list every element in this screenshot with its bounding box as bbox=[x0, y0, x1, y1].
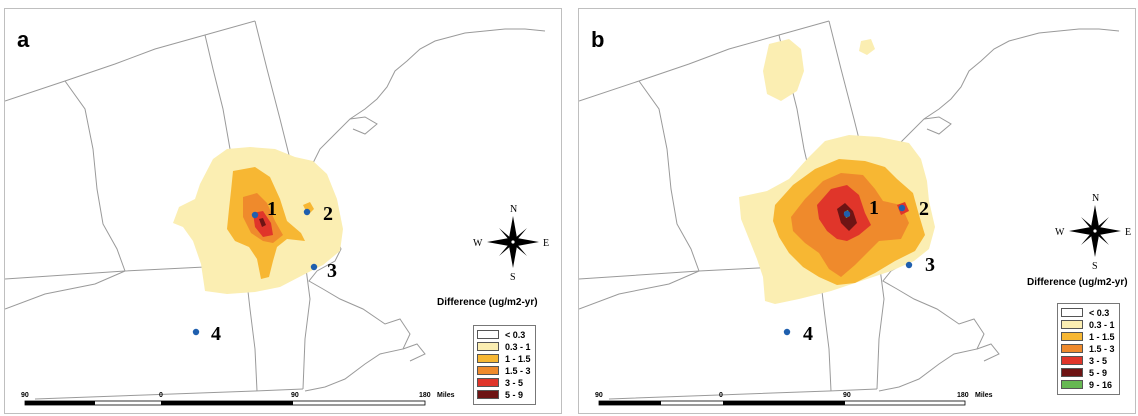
compass-s: S bbox=[510, 272, 516, 283]
legend-swatch bbox=[1061, 332, 1083, 341]
legend-label: 1.5 - 3 bbox=[1089, 343, 1115, 354]
legend-swatch bbox=[477, 330, 499, 339]
compass-n: N bbox=[1092, 193, 1099, 204]
site-labels-b: 1 2 3 4 bbox=[803, 197, 935, 345]
legend-label: < 0.3 bbox=[505, 329, 526, 340]
scale-tick-label: 180 bbox=[419, 392, 431, 399]
legend-a: < 0.3 0.3 - 1 1 - 1.5 1.5 - 3 3 - 5 5 - … bbox=[473, 325, 536, 405]
scale-unit: Miles bbox=[975, 392, 993, 399]
legend-item: 3 - 5 bbox=[477, 377, 531, 388]
site-label-4: 4 bbox=[803, 323, 813, 345]
compass-w: W bbox=[1055, 227, 1065, 238]
compass-e: E bbox=[543, 238, 549, 249]
legend-label: 5 - 9 bbox=[505, 389, 524, 400]
site-markers-a bbox=[192, 208, 318, 336]
site-label-1: 1 bbox=[869, 197, 879, 219]
legend-item: < 0.3 bbox=[477, 329, 531, 340]
legend-item: 1 - 1.5 bbox=[1061, 331, 1115, 342]
legend-item: 1.5 - 3 bbox=[477, 365, 531, 376]
site-marker-3[interactable] bbox=[905, 261, 913, 269]
legend-label: 0.3 - 1 bbox=[1089, 319, 1115, 330]
site-marker-1[interactable] bbox=[843, 210, 851, 218]
legend-item: 5 - 9 bbox=[1061, 367, 1115, 378]
class-0_3-1-area-2 bbox=[859, 39, 875, 55]
compass-n: N bbox=[510, 204, 517, 215]
legend-title-a: Difference (ug/m2-yr) bbox=[437, 297, 538, 308]
legend-item: 1 - 1.5 bbox=[477, 353, 531, 364]
scale-tick-label: 90 bbox=[595, 392, 603, 399]
legend-swatch bbox=[1061, 344, 1083, 353]
map-canvas-b: 1 2 3 4 N S E W 90 0 90 180 Miles bbox=[579, 20, 1131, 406]
panel-label-b: b bbox=[591, 27, 605, 52]
legend-swatch bbox=[1061, 356, 1083, 365]
site-marker-2[interactable] bbox=[898, 204, 906, 212]
class-5-9-area bbox=[259, 218, 266, 227]
compass-e: E bbox=[1125, 227, 1131, 238]
legend-item: 0.3 - 1 bbox=[1061, 319, 1115, 330]
legend-label: 0.3 - 1 bbox=[505, 341, 531, 352]
panel-label-a: a bbox=[17, 27, 30, 52]
site-label-3: 3 bbox=[327, 260, 337, 282]
compass-rose-icon: N S E W bbox=[1055, 193, 1131, 272]
site-label-2: 2 bbox=[919, 198, 929, 220]
site-label-2: 2 bbox=[323, 203, 333, 225]
class-0_3-1-area bbox=[763, 39, 804, 101]
legend-swatch bbox=[477, 354, 499, 363]
legend-swatch bbox=[1061, 380, 1083, 389]
compass-w: W bbox=[473, 238, 483, 249]
legend-label: 1 - 1.5 bbox=[1089, 331, 1115, 342]
compass-rose-icon: N S E W bbox=[473, 204, 549, 283]
site-marker-4[interactable] bbox=[192, 328, 200, 336]
legend-item: 3 - 5 bbox=[1061, 355, 1115, 366]
state-boundaries bbox=[5, 20, 546, 400]
legend-item: 5 - 9 bbox=[477, 389, 531, 400]
legend-title-b: Difference (ug/m2-yr) bbox=[1027, 277, 1128, 288]
site-marker-1[interactable] bbox=[251, 211, 259, 219]
scale-tick-label: 90 bbox=[291, 392, 299, 399]
difference-layers-a bbox=[173, 147, 343, 294]
legend-label: 1 - 1.5 bbox=[505, 353, 531, 364]
class-1-1_5-area-2 bbox=[303, 202, 314, 215]
legend-label: 1.5 - 3 bbox=[505, 365, 531, 376]
legend-swatch bbox=[477, 378, 499, 387]
site-label-4: 4 bbox=[211, 323, 221, 345]
scale-bar-b: 90 0 90 180 Miles bbox=[595, 392, 993, 406]
scale-tick-label: 90 bbox=[843, 392, 851, 399]
site-marker-4[interactable] bbox=[783, 328, 791, 336]
site-label-3: 3 bbox=[925, 254, 935, 276]
legend-swatch bbox=[477, 342, 499, 351]
scale-tick-label: 0 bbox=[159, 392, 163, 399]
compass-s: S bbox=[1092, 261, 1098, 272]
legend-item: 1.5 - 3 bbox=[1061, 343, 1115, 354]
legend-label: 5 - 9 bbox=[1089, 367, 1108, 378]
map-canvas-a: 1 2 3 4 N S E W 90 0 90 180 Miles bbox=[5, 20, 549, 406]
legend-label: 3 - 5 bbox=[505, 377, 524, 388]
legend-item: 9 - 16 bbox=[1061, 379, 1115, 390]
site-marker-2[interactable] bbox=[303, 208, 311, 216]
legend-label: < 0.3 bbox=[1089, 307, 1110, 318]
legend-swatch bbox=[1061, 368, 1083, 377]
legend-swatch bbox=[1061, 308, 1083, 317]
legend-swatch bbox=[477, 390, 499, 399]
legend-swatch bbox=[477, 366, 499, 375]
map-panel-a: 1 2 3 4 N S E W 90 0 90 180 Miles bbox=[4, 8, 562, 414]
legend-item: 0.3 - 1 bbox=[477, 341, 531, 352]
site-label-1: 1 bbox=[267, 198, 277, 220]
legend-swatch bbox=[1061, 320, 1083, 329]
difference-layers-b bbox=[739, 39, 935, 304]
legend-item: < 0.3 bbox=[1061, 307, 1115, 318]
scale-tick-label: 0 bbox=[719, 392, 723, 399]
site-marker-3[interactable] bbox=[310, 263, 318, 271]
legend-label: 3 - 5 bbox=[1089, 355, 1108, 366]
scale-bar-a: 90 0 90 180 Miles bbox=[21, 392, 455, 406]
map-panel-b: 1 2 3 4 N S E W 90 0 90 180 Miles bbox=[578, 8, 1136, 414]
scale-tick-label: 90 bbox=[21, 392, 29, 399]
scale-tick-label: 180 bbox=[957, 392, 969, 399]
legend-b: < 0.3 0.3 - 1 1 - 1.5 1.5 - 3 3 - 5 5 - … bbox=[1057, 303, 1120, 395]
scale-unit: Miles bbox=[437, 392, 455, 399]
site-markers-b bbox=[783, 204, 913, 336]
legend-label: 9 - 16 bbox=[1089, 379, 1113, 390]
site-labels-a: 1 2 3 4 bbox=[211, 198, 337, 345]
